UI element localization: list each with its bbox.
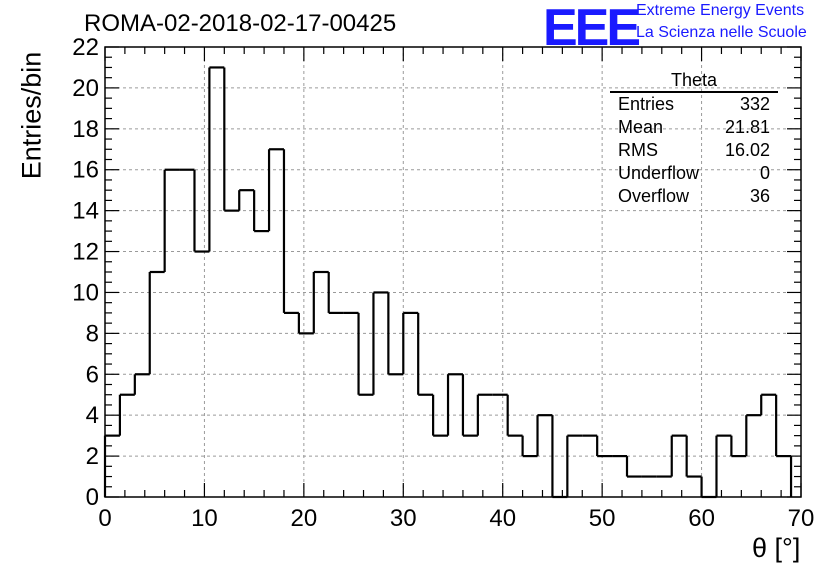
stats-value: 0: [759, 163, 770, 183]
stats-row-overflow: Overflow 36: [610, 185, 778, 208]
axes: [104, 46, 802, 498]
x-tick-label: 40: [489, 505, 516, 532]
stats-row-underflow: Underflow 0: [610, 162, 778, 185]
x-tick-label: 70: [788, 505, 815, 532]
stats-label: Mean: [618, 117, 664, 137]
logo-line-1: Extreme Energy Events: [636, 2, 805, 19]
grid: [105, 47, 801, 497]
y-tick-label: 8: [86, 320, 99, 347]
y-axis-label: Entries/bin: [16, 51, 47, 180]
y-tick-label: 22: [72, 34, 99, 61]
logo-line-2: La Scienza nelle Scuole: [636, 24, 807, 41]
stats-value: 332: [739, 94, 770, 114]
x-tick-label: 60: [688, 505, 715, 532]
stats-row-rms: RMS 16.02: [610, 139, 778, 162]
y-tick-label: 16: [72, 157, 99, 184]
stats-label: Entries: [618, 94, 675, 114]
stats-label: RMS: [618, 140, 658, 160]
x-tick-label: 10: [191, 505, 218, 532]
x-axis-label: θ [°]: [752, 533, 801, 563]
x-tick-label: 50: [589, 505, 616, 532]
stats-value: 21.81: [724, 117, 770, 137]
y-tick-label: 0: [86, 484, 99, 511]
stats-label: Underflow: [618, 163, 700, 183]
stats-value: 16.02: [724, 140, 770, 160]
stats-label: Overflow: [618, 186, 690, 206]
eee-logo: EEE: [543, 0, 641, 57]
stats-box: Theta Entries 332 Mean 21.81 RMS 16.02 U…: [610, 69, 778, 208]
y-tick-label: 4: [86, 402, 99, 429]
y-tick-label: 18: [72, 116, 99, 143]
y-tick-label: 2: [86, 443, 99, 470]
y-tick-label: 14: [72, 198, 99, 225]
y-tick-label: 6: [86, 361, 99, 388]
y-tick-label: 10: [72, 279, 99, 306]
stats-title: Theta: [610, 69, 778, 93]
x-tick-label: 30: [390, 505, 417, 532]
x-tick-label: 0: [98, 505, 111, 532]
x-tick-label: 20: [291, 505, 318, 532]
y-tick-label: 12: [72, 239, 99, 266]
stats-row-entries: Entries 332: [610, 93, 778, 116]
y-tick-label: 20: [72, 75, 99, 102]
tick-labels: 0 10 20 30 40 50 60 70 0 2 4 6 8 10 12 14 16 18 20 22: [72, 34, 814, 532]
chart-title: ROMA-02-2018-02-17-00425: [84, 10, 397, 37]
stats-row-mean: Mean 21.81: [610, 116, 778, 139]
stats-value: 36: [749, 186, 770, 206]
